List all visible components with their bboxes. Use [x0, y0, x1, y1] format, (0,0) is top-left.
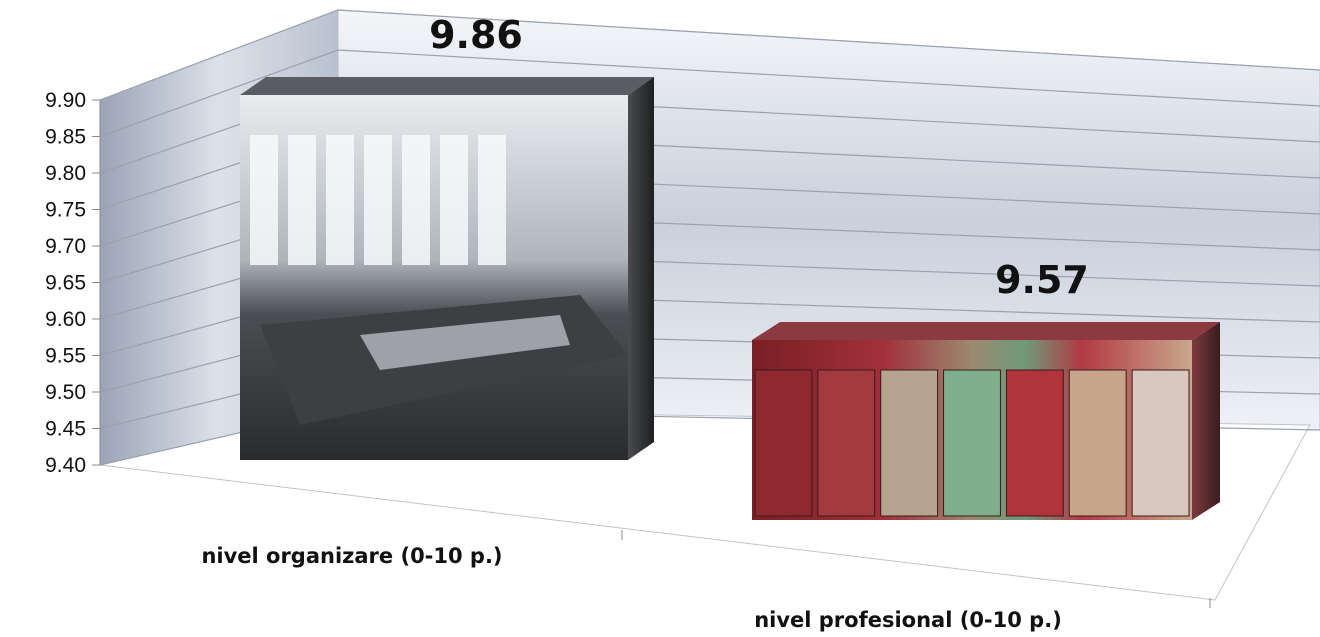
window-pane [478, 135, 506, 265]
y-tick-label: 9.90 [45, 89, 86, 112]
category-labels: nivel organizare (0-10 p.) nivel profesio… [201, 544, 1061, 632]
y-tick-label: 9.40 [45, 454, 86, 477]
window-pane [402, 135, 430, 265]
book-spine [817, 369, 876, 517]
y-tick-label: 9.75 [45, 199, 86, 222]
book-spine [1068, 369, 1127, 517]
y-tick-label: 9.65 [45, 272, 86, 295]
y-tick-label: 9.80 [45, 162, 86, 185]
window-pane [250, 135, 278, 265]
y-tick-label: 9.85 [45, 126, 86, 149]
bar-side-face [1192, 322, 1220, 520]
gridline [99, 9, 1320, 101]
window-pane [326, 135, 354, 265]
data-label: 9.86 [429, 13, 523, 57]
y-tick-label: 9.45 [45, 418, 86, 441]
data-labels: 9.86 9.57 [429, 13, 1089, 302]
y-tick-label: 9.60 [45, 308, 86, 331]
book-spine [880, 369, 939, 517]
book-spine [1005, 369, 1064, 517]
bar-side-face [628, 77, 654, 460]
y-tick-label: 9.70 [45, 235, 86, 258]
y-tick-label: 9.50 [45, 381, 86, 404]
y-tick-label: 9.55 [45, 345, 86, 368]
window-pane [440, 135, 468, 265]
bar-top-face [752, 322, 1220, 340]
bar [240, 77, 654, 460]
table-glass [360, 315, 570, 370]
window-pane [288, 135, 316, 265]
book-spine [943, 369, 1001, 517]
bar [752, 322, 1220, 520]
book-spine [1131, 369, 1190, 517]
category-label: nivel organizare (0-10 p.) [201, 544, 502, 568]
bars [240, 77, 1220, 520]
book-spine [754, 369, 813, 517]
bar-top-face [240, 77, 654, 95]
category-label: nivel profesional (0-10 p.) [754, 608, 1062, 632]
gridline [99, 49, 1320, 138]
window-pane [364, 135, 392, 265]
y-axis-ticks: 9.40 9.45 9.50 9.55 9.60 9.65 9.70 9.75 9.80 9.85… [45, 89, 1211, 608]
data-label: 9.57 [995, 258, 1089, 302]
